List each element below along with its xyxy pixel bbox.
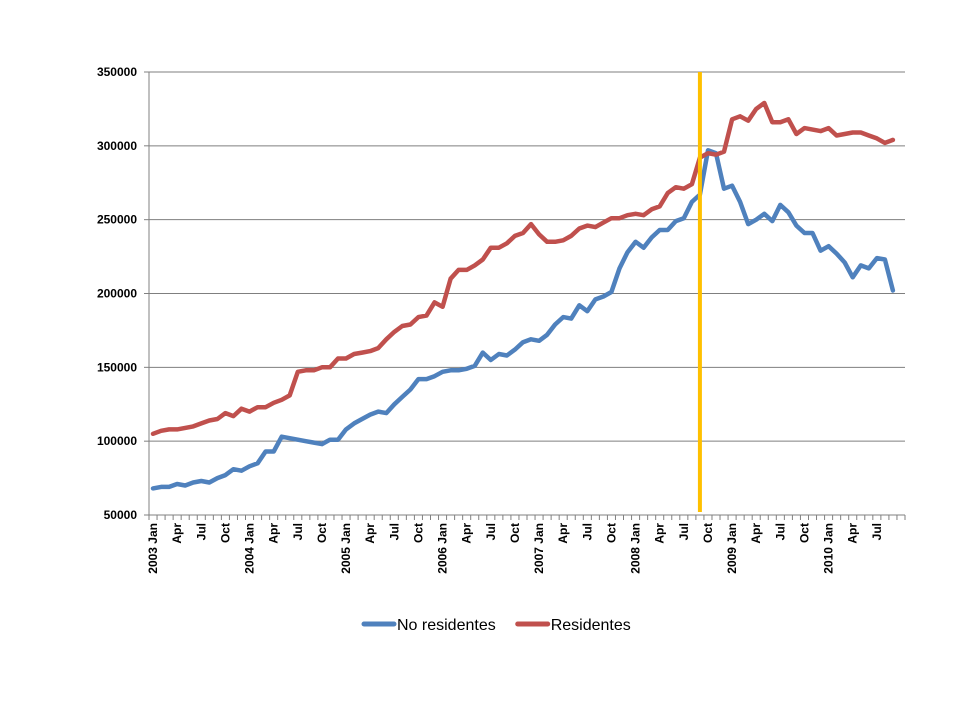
y-tick-label: 100000 [97, 434, 137, 448]
x-tick-label: Oct [604, 523, 618, 543]
x-tick-label: Apr [363, 523, 377, 544]
y-tick-label: 350000 [97, 65, 137, 79]
y-tick-label: 150000 [97, 360, 137, 374]
x-tick-label: Apr [556, 523, 570, 544]
x-tick-label: Apr [846, 523, 860, 544]
legend-label-residentes: Residentes [551, 617, 631, 634]
x-tick-label: Jul [677, 523, 691, 540]
x-tick-label: 2003 Jan [146, 523, 160, 574]
x-tick-label: Jul [580, 523, 594, 540]
x-tick-label: 2010 Jan [822, 523, 836, 574]
x-tick-label: Oct [797, 523, 811, 543]
y-tick-label: 250000 [97, 213, 137, 227]
x-tick-label: Oct [508, 523, 522, 543]
x-tick-label: Jul [870, 523, 884, 540]
x-tick-label: Jul [194, 523, 208, 540]
legend: No residentes Residentes [361, 617, 631, 634]
y-axis-tick-labels: 50000 100000 150000 200000 250000 300000 35000… [97, 65, 137, 522]
x-tick-label: 2009 Jan [725, 523, 739, 574]
y-tick-label: 300000 [97, 139, 137, 153]
x-tick-label: Jul [773, 523, 787, 540]
series-line-residentes [150, 100, 896, 437]
x-tick-label: Jul [387, 523, 401, 540]
x-tick-label: Apr [460, 523, 474, 544]
x-tick-label: Oct [315, 523, 329, 543]
x-tick-label: Oct [411, 523, 425, 543]
series-line-no-residentes [150, 148, 896, 491]
x-axis-tick-labels: 2003 Jan Apr Jul Oct 2004 Jan Apr Jul Oct 2005 J… [146, 515, 906, 574]
y-tick-label: 200000 [97, 287, 137, 301]
legend-label-no-residentes: No residentes [397, 617, 496, 634]
x-tick-label: Apr [267, 523, 281, 544]
x-tick-label: Oct [701, 523, 715, 543]
x-tick-label: Apr [653, 523, 667, 544]
x-tick-label: 2006 Jan [436, 523, 450, 574]
x-tick-label: Jul [291, 523, 305, 540]
x-tick-label: 2007 Jan [532, 523, 546, 574]
x-tick-label: Jul [484, 523, 498, 540]
gridlines [144, 71, 905, 516]
x-tick-label: Oct [218, 523, 232, 543]
x-tick-label: 2005 Jan [339, 523, 353, 574]
x-tick-label: Apr [749, 523, 763, 544]
y-tick-label: 50000 [104, 508, 138, 522]
x-tick-label: Apr [170, 523, 184, 544]
x-tick-label: 2008 Jan [629, 523, 643, 574]
x-tick-label: 2004 Jan [243, 523, 257, 574]
series-lines [150, 100, 896, 491]
